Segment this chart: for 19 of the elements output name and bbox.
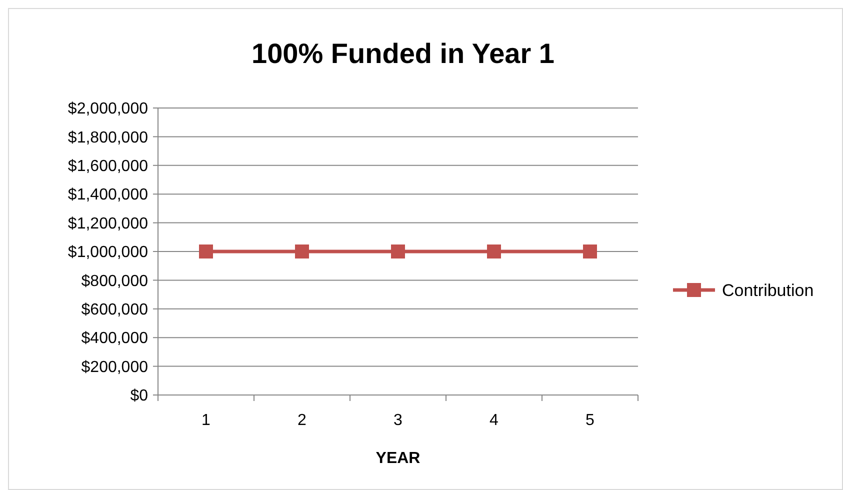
y-tick-label: $0: [130, 388, 148, 405]
y-tick-label: $400,000: [81, 330, 148, 348]
x-tick-label: 4: [490, 412, 499, 429]
y-tick-label: $2,000,000: [68, 100, 148, 118]
y-tick-label: $1,000,000: [68, 244, 148, 262]
y-tick-label: $1,400,000: [68, 186, 148, 204]
chart-title: 100% Funded in Year 1: [252, 38, 554, 69]
y-tick-label: $600,000: [81, 302, 148, 318]
legend-label: Contribution: [722, 280, 814, 300]
y-tick-label: $200,000: [81, 358, 148, 376]
y-tick-label: $1,800,000: [68, 129, 148, 146]
x-tick-label: 5: [586, 412, 595, 429]
x-tick-label: 1: [202, 412, 211, 429]
y-tick-label: $800,000: [81, 272, 148, 290]
y-tick-label: $1,200,000: [68, 215, 148, 232]
y-tick-label: $1,600,000: [68, 158, 148, 175]
x-tick-label: 2: [298, 412, 307, 429]
x-axis-title: YEAR: [376, 450, 421, 467]
x-tick-label: 3: [394, 412, 403, 429]
